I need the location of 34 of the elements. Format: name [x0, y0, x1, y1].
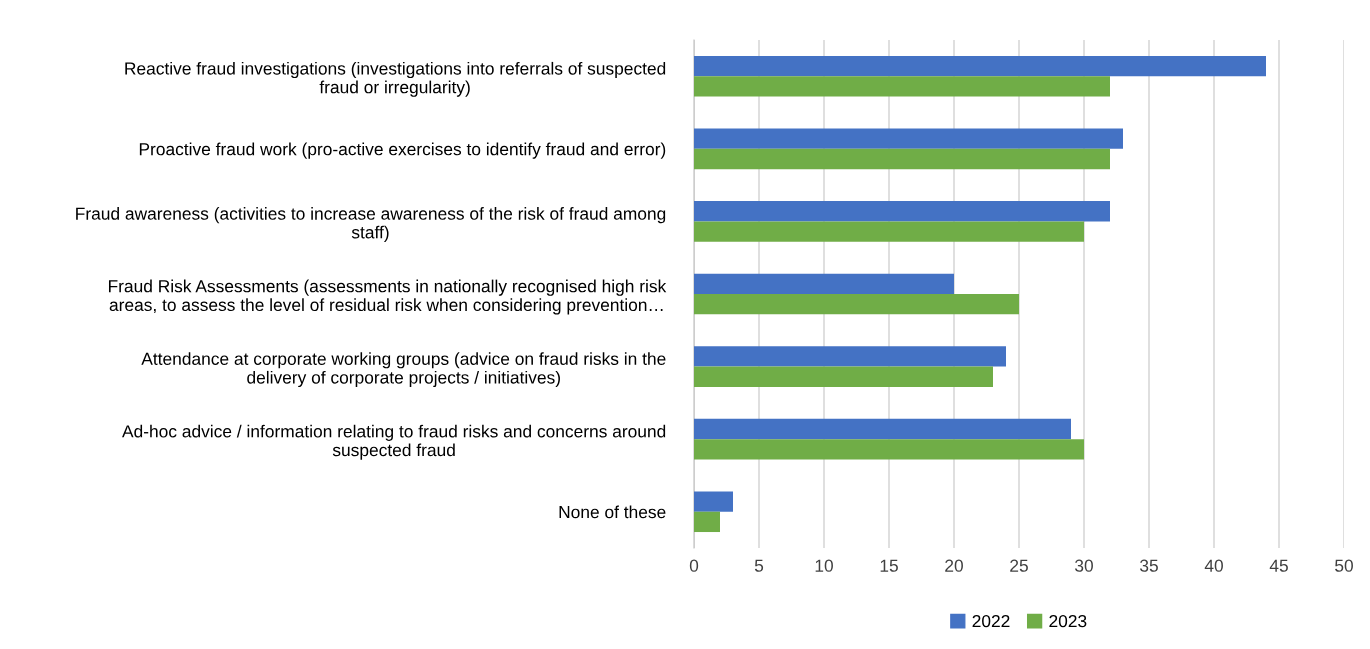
bar — [694, 366, 993, 387]
bar — [694, 346, 1006, 367]
y-tick-label: Ad-hoc advice / information relating to fraud risks and concerns around suspected fraud — [122, 424, 666, 460]
y-tick-label: Attendance at corporate working groups (advice on fraud risks in the delivery of corporate projects / initiatives) — [141, 352, 666, 388]
y-tick-label: Reactive fraud investigations (investigations into referrals of suspected fraud or irregularity) — [125, 61, 666, 97]
x-tick-label: 5 — [754, 559, 764, 572]
y-tick-label: Fraud Risk Assessments (assessments in nationally recognised high risk areas, to assess the level of residual risk when considering prevention… — [108, 279, 667, 315]
bar — [694, 128, 1123, 149]
bar — [694, 294, 1019, 315]
x-tick-label: 35 — [1140, 559, 1158, 572]
bar — [694, 418, 1071, 440]
y-tick-label: None of these — [559, 505, 666, 519]
bar — [694, 201, 1110, 222]
legend-label: 2023 — [1049, 614, 1087, 628]
x-tick-label: 10 — [815, 559, 833, 572]
x-tick-label: 0 — [689, 559, 699, 572]
bar — [694, 221, 1084, 242]
x-tick-label: 30 — [1075, 559, 1093, 572]
x-tick-label: 15 — [880, 559, 898, 572]
x-tick-label: 50 — [1335, 559, 1353, 572]
x-tick-label: 25 — [1010, 559, 1028, 572]
bar — [694, 439, 1084, 460]
bar — [694, 76, 1110, 97]
bar — [694, 148, 1110, 170]
x-tick-label: 45 — [1269, 559, 1288, 572]
x-tick-label: 40 — [1204, 559, 1223, 572]
bar — [694, 55, 1266, 77]
bar — [694, 273, 954, 294]
y-tick-label: Proactive fraud work (pro-active exercises to identify fraud and error) — [139, 142, 666, 159]
bar — [694, 491, 733, 512]
y-tick-label: Fraud awareness (activities to increase awareness of the risk of fraud among staff) — [76, 207, 666, 242]
x-tick-label: 20 — [945, 559, 963, 572]
bar — [694, 511, 720, 533]
legend-label: 2022 — [972, 614, 1010, 628]
